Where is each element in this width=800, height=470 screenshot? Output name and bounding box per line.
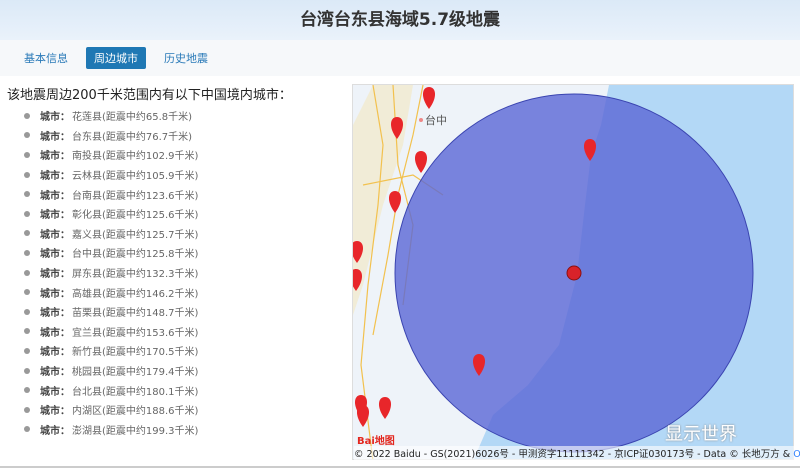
- city-marker-icon[interactable]: [388, 191, 402, 213]
- city-label: 城市：: [40, 425, 70, 437]
- city-label: 城市：: [40, 288, 70, 300]
- city-item: 城市： 高雄县(距震中约146.2千米): [24, 282, 198, 302]
- city-item: 城市： 宜兰县(距震中约153.6千米): [24, 322, 198, 342]
- page-title: 台湾台东县海域5.7级地震: [299, 10, 501, 30]
- city-value: 苗栗县(距震中约148.7千米): [72, 308, 199, 320]
- bullet-icon: [24, 289, 30, 296]
- city-value: 高雄县(距震中约146.2千米): [72, 288, 199, 300]
- city-value: 新竹县(距震中约170.5千米): [72, 347, 199, 359]
- city-dot: [419, 118, 423, 122]
- road-network: [353, 85, 413, 315]
- tab-nearby-cities[interactable]: 周边城市: [86, 47, 146, 69]
- bullet-icon: [24, 210, 30, 217]
- city-item: 城市： 台东县(距震中约76.7千米): [24, 126, 198, 146]
- city-label: 城市：: [40, 229, 70, 241]
- city-value: 台北县(距震中约180.1千米): [72, 386, 199, 398]
- city-label: 城市：: [40, 367, 70, 379]
- city-label: 城市：: [40, 327, 70, 339]
- city-value: 彰化县(距震中约125.6千米): [72, 210, 199, 222]
- city-item: 城市： 嘉义县(距震中约125.7千米): [24, 224, 198, 244]
- city-value: 台南县(距震中约123.6千米): [72, 190, 199, 202]
- city-label: 城市：: [40, 308, 70, 320]
- copyright-link[interactable]: Op: [793, 449, 800, 460]
- city-label: 城市：: [40, 210, 70, 222]
- bullet-icon: [24, 308, 30, 315]
- city-item: 城市： 台南县(距震中约123.6千米): [24, 184, 198, 204]
- city-marker-icon[interactable]: [378, 397, 392, 419]
- tab-history[interactable]: 历史地震: [164, 52, 208, 65]
- city-item: 城市： 台中县(距震中约125.8千米): [24, 243, 198, 263]
- city-marker-icon[interactable]: [353, 241, 363, 263]
- city-item: 城市： 南投县(距震中约102.9千米): [24, 145, 198, 165]
- bullet-icon: [24, 347, 30, 354]
- city-label: 城市：: [40, 406, 70, 418]
- city-item: 城市： 台北县(距震中约180.1千米): [24, 380, 198, 400]
- city-value: 嘉义县(距震中约125.7千米): [72, 229, 199, 241]
- bullet-icon: [24, 151, 30, 158]
- map-city-label: 台中: [425, 113, 447, 127]
- city-marker-icon[interactable]: [414, 151, 428, 173]
- intro-text: 该地震周边200千米范围内有以下中国境内城市：: [7, 88, 292, 103]
- city-item: 城市： 屏东县(距震中约132.3千米): [24, 263, 198, 283]
- city-item: 城市： 内湖区(距震中约188.6千米): [24, 400, 198, 420]
- copyright-text: © 2022 Baidu - GS(2021)6026号 - 甲测资字11111…: [354, 449, 794, 460]
- city-label: 城市：: [40, 151, 70, 163]
- map[interactable]: 台中: [352, 84, 794, 460]
- city-value: 澎湖县(距震中约199.3千米): [72, 425, 199, 437]
- tab-basic-info[interactable]: 基本信息: [24, 52, 68, 65]
- city-label: 城市：: [40, 112, 70, 124]
- city-label: 城市：: [40, 131, 70, 143]
- page-header: 台湾台东县海域5.7级地震: [0, 0, 800, 40]
- city-value: 云林县(距震中约105.9千米): [72, 171, 199, 183]
- bullet-icon: [24, 387, 30, 394]
- city-value: 屏东县(距震中约132.3千米): [72, 269, 199, 281]
- city-marker-icon[interactable]: [583, 139, 597, 161]
- city-item: 城市： 彰化县(距震中约125.6千米): [24, 204, 198, 224]
- city-item: 城市： 澎湖县(距震中约199.3千米): [24, 420, 198, 440]
- city-label: 城市：: [40, 249, 70, 261]
- city-value: 南投县(距震中约102.9千米): [72, 151, 199, 163]
- city-value: 桃园县(距震中约179.4千米): [72, 367, 199, 379]
- city-value: 宜兰县(距震中约153.6千米): [72, 327, 199, 339]
- city-item: 城市： 苗栗县(距震中约148.7千米): [24, 302, 198, 322]
- divider: [0, 466, 800, 468]
- city-label: 城市：: [40, 269, 70, 281]
- city-label: 城市：: [40, 171, 70, 183]
- bullet-icon: [24, 367, 30, 374]
- city-marker-icon[interactable]: [353, 269, 362, 291]
- bullet-icon: [24, 112, 30, 119]
- bullet-icon: [24, 171, 30, 178]
- map-copyright: © 2022 Baidu - GS(2021)6026号 - 甲测资字11111…: [354, 446, 800, 460]
- city-marker-icon[interactable]: [390, 117, 404, 139]
- map-canvas[interactable]: 台中: [353, 85, 794, 460]
- city-item: 城市： 桃园县(距震中约179.4千米): [24, 361, 198, 381]
- bullet-icon: [24, 328, 30, 335]
- bullet-icon: [24, 191, 30, 198]
- city-label: 城市：: [40, 386, 70, 398]
- city-value: 台中县(距震中约125.8千米): [72, 249, 199, 261]
- bullet-icon: [24, 132, 30, 139]
- city-marker-icon[interactable]: [356, 405, 370, 427]
- city-item: 城市： 新竹县(距震中约170.5千米): [24, 341, 198, 361]
- city-marker-icon[interactable]: [422, 87, 436, 109]
- tab-bar: 基本信息 周边城市 历史地震: [0, 40, 800, 76]
- epicenter-marker-icon[interactable]: [566, 265, 582, 281]
- city-list: 城市： 花莲县(距震中约65.8千米) 城市： 台东县(距震中约76.7千米) 城市：南…: [24, 106, 198, 439]
- bullet-icon: [24, 406, 30, 413]
- bullet-icon: [24, 269, 30, 276]
- bullet-icon: [24, 230, 30, 237]
- baidu-logo: Bai地图: [357, 436, 395, 447]
- city-label: 城市：: [40, 347, 70, 359]
- bullet-icon: [24, 249, 30, 256]
- city-value: 内湖区(距震中约188.6千米): [72, 406, 199, 418]
- city-item: 城市： 花莲县(距震中约65.8千米): [24, 106, 198, 126]
- city-value: 花莲县(距震中约65.8千米): [72, 112, 193, 124]
- city-label: 城市：: [40, 190, 70, 202]
- city-item: 城市： 云林县(距震中约105.9千米): [24, 165, 198, 185]
- watermark: 显示世界: [665, 424, 737, 445]
- bullet-icon: [24, 426, 30, 433]
- city-value: 台东县(距震中约76.7千米): [72, 131, 193, 143]
- city-marker-icon[interactable]: [472, 354, 486, 376]
